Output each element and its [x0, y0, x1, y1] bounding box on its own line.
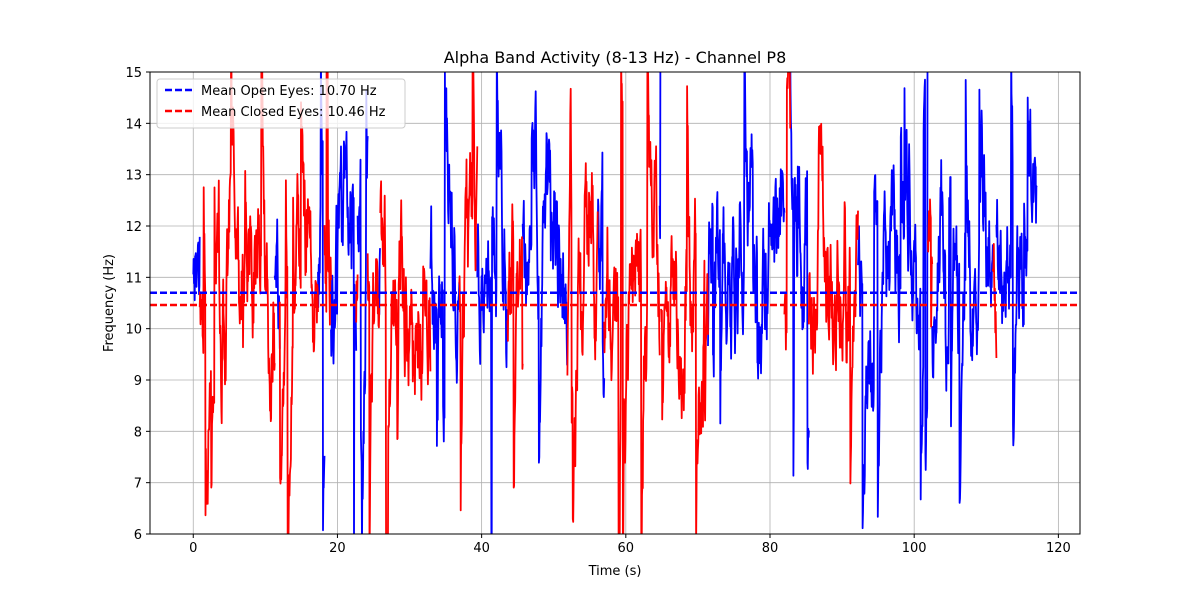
series-layer: [192, 72, 1038, 534]
series-line: [378, 248, 381, 315]
series-line: [931, 79, 994, 504]
y-tick-label: 11: [125, 271, 142, 286]
x-tick-label: 20: [329, 541, 346, 556]
series-line: [278, 101, 319, 534]
series-line: [330, 130, 358, 534]
mean-lines: [150, 291, 1080, 307]
series-line: [323, 72, 332, 326]
series-line: [273, 218, 281, 349]
x-tick-label: 80: [762, 541, 779, 556]
series-line: [857, 72, 929, 530]
series-line: [566, 87, 599, 523]
series-line: [707, 72, 786, 425]
x-tick-label: 0: [189, 541, 197, 556]
legend-label-closed: Mean Closed Eyes: 10.46 Hz: [201, 105, 386, 120]
series-line: [660, 85, 709, 534]
y-tick-label: 12: [125, 220, 142, 235]
x-tick-label: 120: [1046, 541, 1071, 556]
y-tick-label: 15: [125, 66, 142, 81]
series-line: [927, 198, 934, 328]
series-line: [596, 151, 606, 398]
series-line: [521, 90, 569, 464]
series-line: [991, 243, 998, 359]
y-tick-label: 14: [125, 117, 142, 132]
x-axis-ticks: 0 20 40 60 80 100 120: [189, 534, 1071, 556]
series-line: [603, 72, 661, 534]
series-line: [192, 236, 201, 302]
plot-frame: [149, 71, 1081, 535]
series-line: [198, 72, 276, 517]
y-axis-ticks: 6 7 8 9 10 11 12 13 14 15: [125, 66, 150, 543]
y-tick-label: 7: [134, 477, 142, 492]
legend: Mean Open Eyes: 10.70 Hz Mean Closed Eye…: [156, 78, 406, 129]
series-line: [506, 203, 524, 489]
series-line: [808, 122, 859, 485]
series-line: [476, 72, 509, 534]
series-line: [356, 90, 369, 534]
x-tick-label: 100: [902, 541, 927, 556]
y-tick-label: 10: [125, 323, 142, 338]
series-line: [366, 253, 381, 534]
legend-box: [156, 78, 406, 129]
series-line: [355, 274, 359, 323]
series-line: [458, 72, 479, 512]
y-tick-label: 6: [134, 528, 142, 543]
legend-label-open: Mean Open Eyes: 10.70 Hz: [201, 84, 377, 99]
x-tick-label: 40: [473, 541, 490, 556]
x-axis-label: Time (s): [588, 564, 642, 579]
y-tick-label: 9: [134, 374, 142, 389]
series-line: [789, 72, 810, 477]
y-axis-label: Frequency (Hz): [102, 254, 117, 352]
y-tick-label: 13: [125, 169, 142, 184]
x-tick-label: 60: [618, 541, 635, 556]
chart-title: Alpha Band Activity (8-13 Hz) - Channel …: [444, 48, 787, 67]
y-tick-label: 8: [134, 425, 142, 440]
series-line: [379, 180, 432, 534]
series-line: [658, 72, 662, 240]
